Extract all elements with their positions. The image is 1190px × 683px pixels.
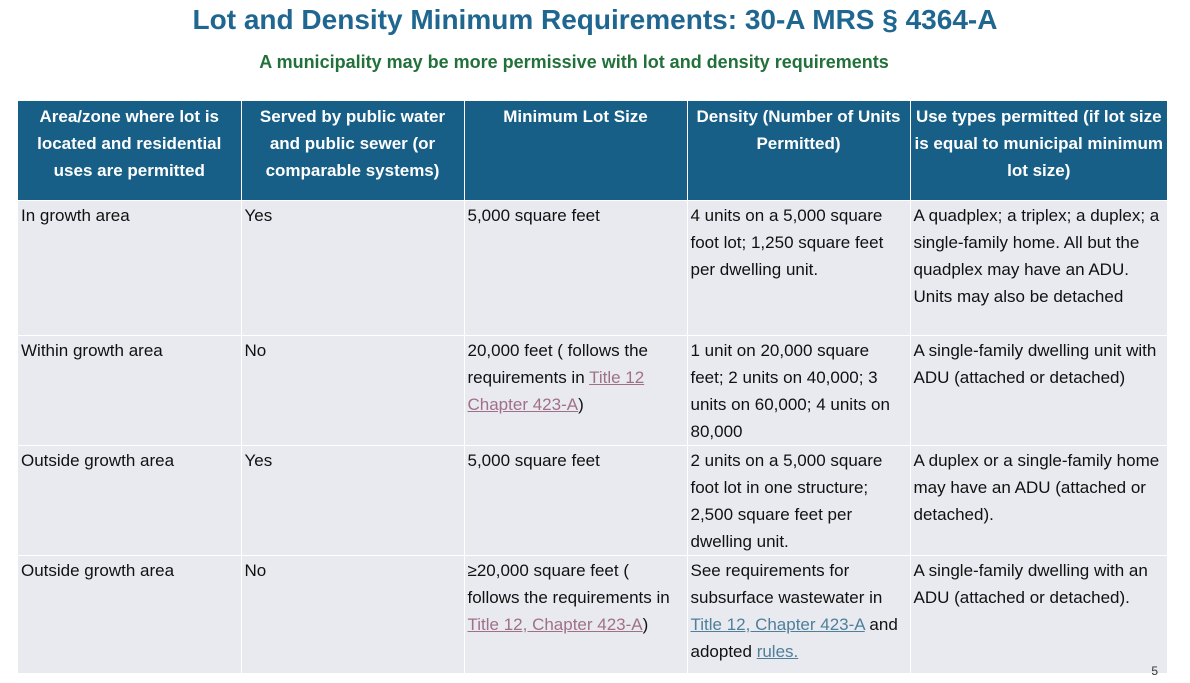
cell-served: No: [241, 334, 465, 445]
cell-served: Yes: [241, 199, 465, 335]
header-use-types: Use types permitted (if lot size is equa…: [910, 101, 1167, 200]
header-min-lot-size: Minimum Lot Size: [464, 101, 688, 200]
cell-use-types: A single-family dwelling unit with ADU (…: [910, 334, 1167, 445]
cell-density: 2 units on a 5,000 square foot lot in on…: [687, 444, 911, 555]
header-density: Density (Number of Units Permitted): [687, 101, 911, 200]
cell-use-types: A quadplex; a triplex; a duplex; a singl…: [910, 199, 1167, 335]
table-row: Outside growth area Yes 5,000 square fee…: [18, 444, 1167, 555]
cell-lot-size: 20,000 feet ( follows the requirements i…: [464, 334, 688, 445]
cell-area: Outside growth area: [18, 444, 242, 555]
header-area-zone: Area/zone where lot is located and resid…: [18, 101, 242, 200]
table-header-row: Area/zone where lot is located and resid…: [18, 101, 1167, 200]
cell-lot-size: 5,000 square feet: [464, 444, 688, 555]
table-row: Outside growth area No ≥20,000 square fe…: [18, 554, 1167, 673]
rules-link[interactable]: rules.: [756, 641, 799, 661]
page-title: Lot and Density Minimum Requirements: 30…: [192, 4, 998, 35]
cell-served: Yes: [241, 444, 465, 555]
cell-use-types: A single-family dwelling with an ADU (at…: [910, 554, 1167, 673]
lot-size-close-paren: ): [578, 394, 584, 414]
cell-lot-size: ≥20,000 square feet ( follows the requir…: [464, 554, 688, 673]
cell-density: 4 units on a 5,000 square foot lot; 1,25…: [687, 199, 911, 335]
cell-area: In growth area: [18, 199, 242, 335]
density-text: See requirements for subsurface wastewat…: [690, 560, 883, 607]
title-12-link[interactable]: Title 12, Chapter 423-A: [690, 614, 865, 634]
lot-size-close-paren: ): [642, 614, 649, 634]
density-mid-text: and adopted: [690, 614, 898, 661]
title-12-link[interactable]: Title 12, Chapter 423-A: [467, 614, 643, 634]
title-12-link[interactable]: Title 12 Chapter 423-A: [467, 367, 645, 414]
cell-use-types: A duplex or a single-family home may hav…: [910, 444, 1167, 555]
table-row: Within growth area No 20,000 feet ( foll…: [18, 334, 1167, 445]
lot-size-text: ≥20,000 square feet ( follows the requir…: [467, 560, 670, 607]
requirements-table: Area/zone where lot is located and resid…: [18, 101, 1167, 673]
table-row: In growth area Yes 5,000 square feet 4 u…: [18, 199, 1167, 335]
lot-size-text: 20,000 feet ( follows the requirements i…: [467, 340, 649, 387]
cell-served: No: [241, 554, 465, 673]
page-number: 5: [1151, 664, 1158, 678]
header-served: Served by public water and public sewer …: [241, 101, 465, 200]
cell-area: Within growth area: [18, 334, 242, 445]
cell-density: 1 unit on 20,000 square feet; 2 units on…: [687, 334, 911, 445]
cell-density: See requirements for subsurface wastewat…: [687, 554, 911, 673]
cell-area: Outside growth area: [18, 554, 242, 673]
page-subtitle: A municipality may be more permissive wi…: [259, 52, 889, 72]
cell-lot-size: 5,000 square feet: [464, 199, 688, 335]
